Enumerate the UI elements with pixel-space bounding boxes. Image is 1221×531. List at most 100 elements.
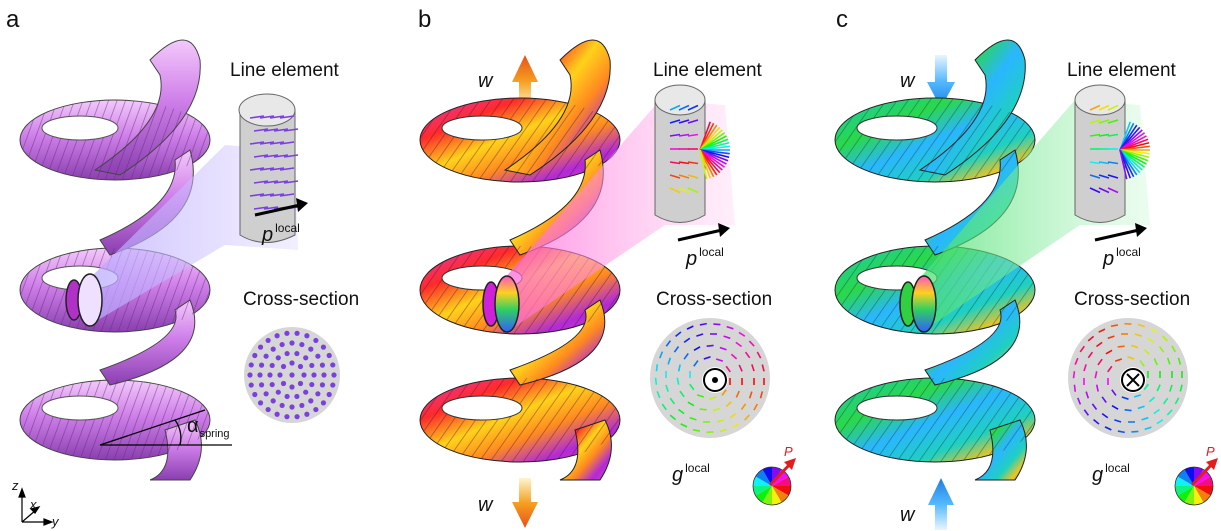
vector-arrow <box>676 377 680 385</box>
cross-section-disc <box>899 275 937 333</box>
vector-dot <box>257 400 264 406</box>
vector-arrow <box>678 161 690 165</box>
w-label-b-bottom: w <box>478 494 493 516</box>
vector-arrow <box>687 401 695 407</box>
vector-arrow <box>748 391 753 399</box>
vector-arrow <box>669 187 681 194</box>
vector-arrow <box>1117 430 1125 434</box>
vector-arrow <box>279 115 295 119</box>
cross-section-label-b: Cross-section <box>656 289 773 310</box>
vector-arrow <box>719 346 727 351</box>
vector-arrow <box>283 154 299 158</box>
axis-y-label: y <box>52 514 59 529</box>
vector-arrow <box>706 344 714 347</box>
vector-arrow <box>1137 405 1145 410</box>
line-element-cylinder <box>1074 84 1150 223</box>
vector-arrow <box>654 377 658 385</box>
vector-arrow <box>1096 341 1103 348</box>
vector-arrow <box>263 154 279 158</box>
vector-arrow <box>1156 419 1164 425</box>
color-wheel-segment <box>755 486 772 503</box>
vector-dot <box>284 393 290 400</box>
p-symbol: p <box>262 224 274 246</box>
alpha-subscript: spring <box>199 428 230 440</box>
color-wheel-segment <box>753 486 772 496</box>
vector-arrow <box>687 187 699 194</box>
vector-dot <box>311 372 317 378</box>
vector-arrow <box>1111 405 1119 410</box>
vector-arrow <box>1117 345 1125 348</box>
vector-arrow <box>1141 416 1149 421</box>
vector-arrow <box>716 419 724 423</box>
vector-arrow <box>683 353 689 360</box>
vector-arrow <box>1089 187 1101 194</box>
vector-arrow <box>669 174 681 179</box>
vector-arrow <box>269 141 285 145</box>
clockwise-rotation-icon <box>1121 368 1145 392</box>
color-wheel-segment <box>762 486 772 505</box>
vector-arrow <box>661 403 667 411</box>
vector-arrow <box>677 364 681 372</box>
vector-arrow <box>732 422 740 429</box>
alpha-symbol: α <box>187 415 199 437</box>
vector-arrow <box>669 414 677 421</box>
vector-dot <box>309 381 315 388</box>
cross-section-disc <box>482 275 520 333</box>
panel-a <box>18 39 340 526</box>
vector-arrow <box>1137 323 1145 328</box>
vector-arrow <box>680 423 688 428</box>
color-wheel-segment <box>1175 476 1194 486</box>
vector-arrow <box>667 357 672 365</box>
vector-arrow <box>735 341 742 348</box>
vector-dot <box>248 382 254 388</box>
vector-dot <box>308 346 314 352</box>
vector-arrow <box>689 416 697 421</box>
vector-dot <box>319 362 326 368</box>
vector-arrow <box>744 351 751 359</box>
vector-dot <box>289 384 295 390</box>
vector-arrow <box>273 180 289 184</box>
vector-dot <box>257 372 263 378</box>
vector-arrow <box>659 351 664 359</box>
vector-arrow <box>1124 409 1132 412</box>
vector-arrow <box>669 161 681 165</box>
vector-dot <box>252 352 258 359</box>
vector-arrow <box>1089 133 1101 137</box>
vector-arrow <box>273 154 289 158</box>
cross-section-vectors <box>1068 318 1188 438</box>
vector-dot <box>320 400 327 406</box>
vector-arrow <box>1114 358 1123 362</box>
vector-arrow <box>683 337 691 344</box>
vector-arrow <box>279 141 295 145</box>
w-label-c-top: w <box>900 70 915 92</box>
vector-dot <box>297 380 304 387</box>
vector-arrow <box>751 364 755 372</box>
vector-arrow <box>748 340 755 347</box>
vector-arrow <box>669 133 681 137</box>
vector-dot <box>315 353 321 359</box>
vector-arrow <box>1133 394 1142 398</box>
line-element-cylinder <box>654 84 730 223</box>
vector-arrow <box>1097 358 1103 366</box>
color-wheel-segment <box>1177 469 1194 486</box>
vector-arrow <box>1104 426 1112 431</box>
vector-arrow <box>678 104 690 111</box>
vector-arrow <box>1114 419 1122 423</box>
vector-arrow <box>1107 335 1115 340</box>
vector-arrow <box>279 193 295 197</box>
w-arrow-top <box>512 55 538 108</box>
vector-arrow <box>269 115 285 119</box>
vector-arrow <box>1158 346 1165 353</box>
polarization-arrow <box>768 458 796 487</box>
p-local-arrow <box>677 223 730 242</box>
vector-arrow <box>263 128 279 132</box>
vector-arrow <box>678 408 685 415</box>
vector-dot <box>258 362 265 368</box>
vector-arrow <box>1077 397 1082 405</box>
vector-arrow <box>709 396 717 400</box>
w-arrow-bottom <box>928 478 954 530</box>
cross-section-label-a: Cross-section <box>243 289 360 310</box>
vector-dot <box>269 381 275 388</box>
vector-arrow <box>665 384 669 392</box>
